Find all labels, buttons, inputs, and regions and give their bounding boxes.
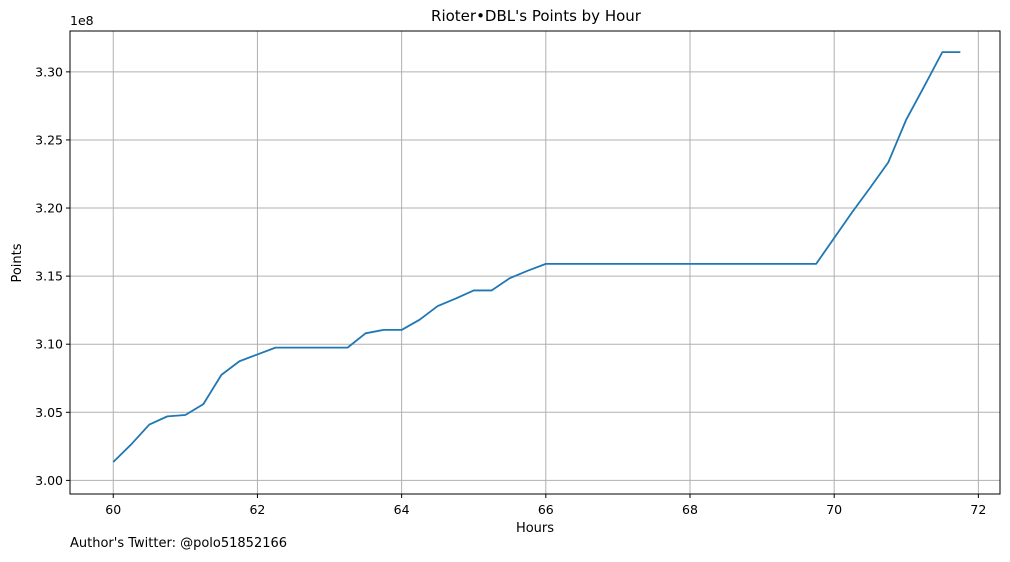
x-tick-label: 68 [682, 502, 698, 517]
x-tick-label: 66 [538, 502, 554, 517]
x-tick-label: 62 [249, 502, 265, 517]
y-tick-label: 3.15 [35, 269, 63, 284]
y-axis-ticks: 3.00 3.05 3.10 3.15 3.20 3.25 3.30 [35, 64, 70, 488]
author-credit: Author's Twitter: @polo51852166 [70, 536, 288, 551]
chart-title: Rioter•DBL's Points by Hour [431, 7, 642, 25]
x-tick-label: 60 [105, 502, 121, 517]
y-offset-label: 1e8 [70, 13, 94, 28]
y-axis-label: Points [10, 243, 25, 282]
x-tick-label: 64 [394, 502, 410, 517]
x-axis-ticks: 60 62 64 66 68 70 72 [105, 494, 986, 517]
x-tick-label: 70 [826, 502, 842, 517]
y-tick-label: 3.10 [35, 337, 63, 352]
series-group [112, 51, 961, 463]
y-tick-label: 3.30 [35, 64, 63, 79]
x-axis-label: Hours [516, 521, 554, 536]
x-tick-label: 72 [970, 502, 986, 517]
y-tick-label: 3.20 [35, 201, 63, 216]
grid-lines [70, 31, 1000, 494]
series-line [112, 51, 961, 463]
plot-frame [69, 30, 1001, 495]
y-tick-label: 3.05 [35, 405, 63, 420]
y-tick-label: 3.00 [35, 473, 63, 488]
y-tick-label: 3.25 [35, 132, 63, 147]
